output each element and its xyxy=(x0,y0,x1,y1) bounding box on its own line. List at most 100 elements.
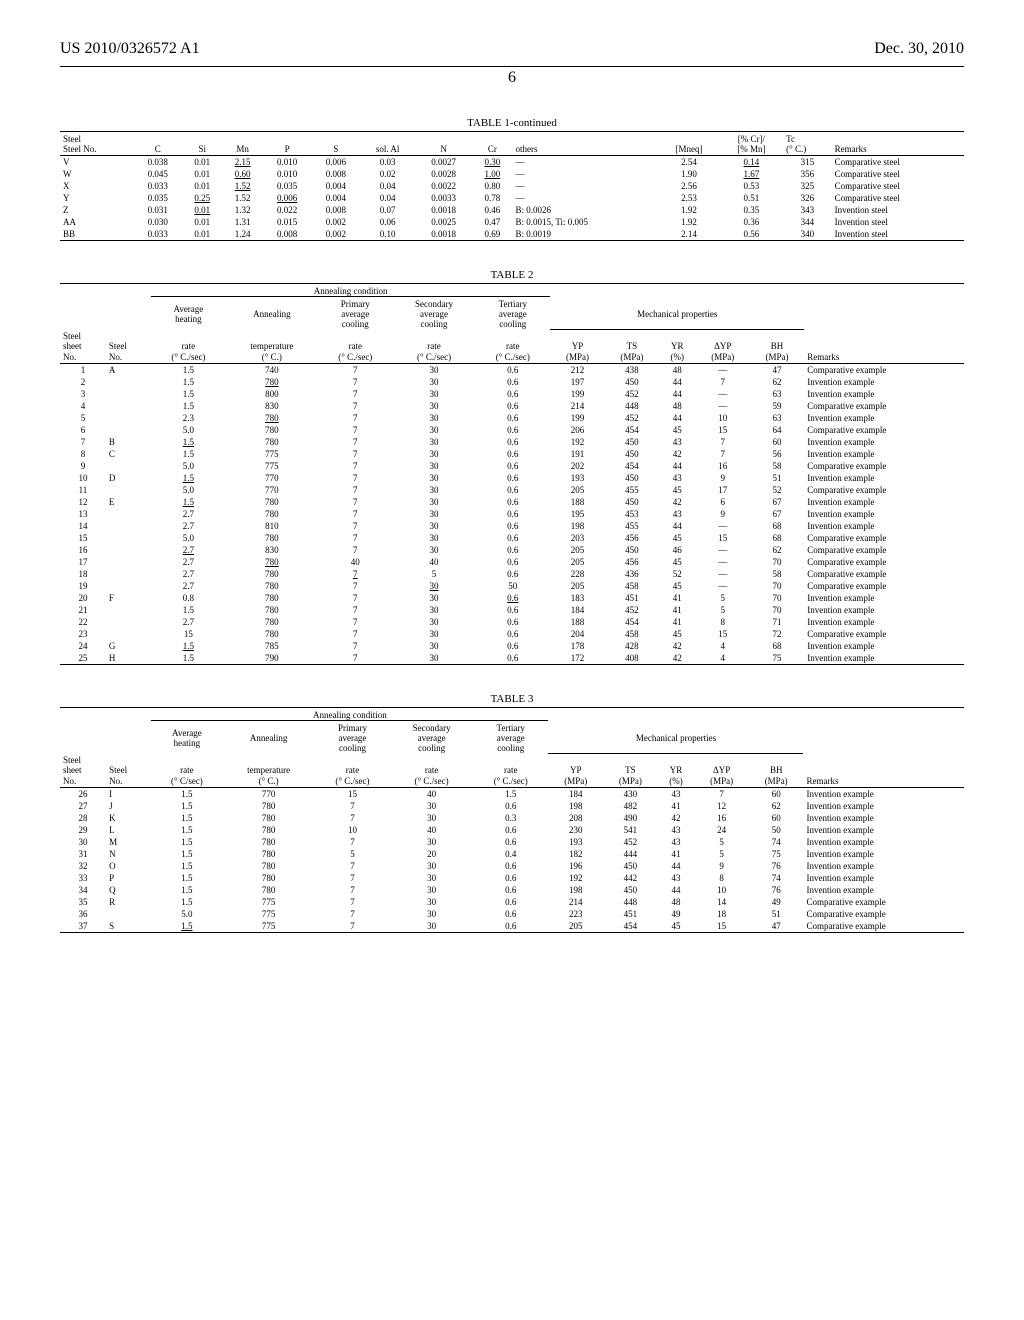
table-cell: 76 xyxy=(749,860,804,872)
table-cell: 30 xyxy=(393,460,475,472)
table-cell: 49 xyxy=(749,896,804,908)
table-cell: 1.5 xyxy=(151,920,222,933)
t3-h-dyp: ΔYP xyxy=(694,765,749,776)
table-cell: 7 xyxy=(318,364,393,377)
table-cell: 7 xyxy=(318,412,393,424)
table-cell: Comparative example xyxy=(804,628,964,640)
t1-h-p: P xyxy=(263,144,312,156)
table-cell: 7 xyxy=(315,884,390,896)
table-cell: 450 xyxy=(603,884,658,896)
t2-h-no2: No. xyxy=(106,352,151,364)
table-cell: 214 xyxy=(550,400,604,412)
table-cell: Comparative example xyxy=(803,920,964,933)
table-cell: 15 xyxy=(694,920,749,933)
table-cell: 70 xyxy=(750,604,804,616)
table-cell: 0.6 xyxy=(475,400,550,412)
table-cell: 1 xyxy=(60,364,106,377)
table-cell: 780 xyxy=(226,604,318,616)
table-row: 365.07757300.6223451491851Comparative ex… xyxy=(60,908,964,920)
table-cell: 64 xyxy=(750,424,804,436)
table-cell: 0.6 xyxy=(473,872,548,884)
t2-h-secondary: Secondaryaveragecooling xyxy=(393,297,475,330)
table-cell: 0.010 xyxy=(263,168,312,180)
table-cell: 0.6 xyxy=(475,592,550,604)
table-cell: 3 xyxy=(60,388,106,400)
table-cell: 7 xyxy=(318,448,393,460)
table-cell: 450 xyxy=(605,496,659,508)
t2-h-steel2: Steel xyxy=(106,341,151,352)
table-cell: 0.0028 xyxy=(415,168,472,180)
t3-h-steel2: Steel xyxy=(106,765,151,776)
t3-h-bh: BH xyxy=(749,765,804,776)
table-cell: 58 xyxy=(750,460,804,472)
table-cell: 780 xyxy=(223,848,315,860)
table-cell: B: 0.0015, Ti: 0.005 xyxy=(513,216,659,228)
table-cell: 340 xyxy=(783,228,831,241)
table-cell: 1.5 xyxy=(151,812,222,824)
t1-h-cr: Cr xyxy=(472,144,512,156)
table-cell: 44 xyxy=(659,376,696,388)
table-cell: 0.6 xyxy=(475,568,550,580)
table-cell: — xyxy=(696,580,750,592)
table-cell: 74 xyxy=(749,836,804,848)
table-cell: 74 xyxy=(749,872,804,884)
table-cell: 458 xyxy=(605,628,659,640)
table-cell: — xyxy=(513,192,659,204)
table-cell: 456 xyxy=(605,556,659,568)
table-cell: 41 xyxy=(658,848,695,860)
table-row: 31N1.57805200.418244441575Invention exam… xyxy=(60,848,964,860)
t1-h-ratio: [% Mn] xyxy=(720,144,784,156)
table-cell: 770 xyxy=(223,788,315,801)
table-row: 26I1.577015401.518443043760Invention exa… xyxy=(60,788,964,801)
table-cell: 1.5 xyxy=(473,788,548,801)
table-cell: D xyxy=(106,472,151,484)
t1-h-si: Si xyxy=(182,144,222,156)
t3-h-yr: YR xyxy=(658,765,695,776)
table-cell: 7 xyxy=(318,424,393,436)
table-cell: 41 xyxy=(659,604,696,616)
table-cell: 0.006 xyxy=(263,192,312,204)
table-cell: Invention example xyxy=(803,860,964,872)
table-row: 115.07707300.6205455451752Comparative ex… xyxy=(60,484,964,496)
table-row: 21.57807300.619745044762Invention exampl… xyxy=(60,376,964,388)
table-cell: 451 xyxy=(605,592,659,604)
table-cell: 7 xyxy=(696,436,750,448)
table-cell: 2.14 xyxy=(658,228,719,241)
table-cell: 9 xyxy=(694,860,749,872)
table-cell: 0.6 xyxy=(475,556,550,568)
table-cell: 7 xyxy=(60,436,106,448)
table-cell: Invention example xyxy=(804,376,964,388)
table-cell: 7 xyxy=(696,376,750,388)
table-cell: — xyxy=(696,520,750,532)
table-cell: 2.53 xyxy=(658,192,719,204)
t3-group-annealing: Annealing condition xyxy=(151,708,548,721)
table-cell: Invention example xyxy=(804,472,964,484)
table-cell: Invention steel xyxy=(832,228,964,241)
table-cell: 42 xyxy=(659,496,696,508)
table-cell: Comparative example xyxy=(804,556,964,568)
table-cell: 72 xyxy=(750,628,804,640)
table-cell: Comparative steel xyxy=(832,180,964,192)
table-cell: 541 xyxy=(603,824,658,836)
table-cell: 5 xyxy=(696,592,750,604)
table-cell: 780 xyxy=(226,628,318,640)
table-cell: 0.6 xyxy=(473,836,548,848)
table1-caption: TABLE 1-continued xyxy=(60,117,964,129)
table-cell: 0.10 xyxy=(360,228,415,241)
table-cell: 41 xyxy=(658,800,695,812)
table-cell: 30 xyxy=(390,860,473,872)
table-row: 192.77807305020545845—70Comparative exam… xyxy=(60,580,964,592)
t2-h-annealing: Annealing xyxy=(226,297,318,330)
table-cell: 30 xyxy=(393,640,475,652)
table-cell: 196 xyxy=(548,860,603,872)
t3-h-u10: (MPa) xyxy=(749,776,804,788)
table-cell: 0.80 xyxy=(472,180,512,192)
table-cell: Invention example xyxy=(804,508,964,520)
table-cell: 780 xyxy=(223,860,315,872)
table-cell xyxy=(106,532,151,544)
table-cell: 7 xyxy=(318,400,393,412)
table-cell: Invention example xyxy=(803,884,964,896)
table-cell: 9 xyxy=(60,460,106,472)
table-cell: 30 xyxy=(393,508,475,520)
table-cell: 30 xyxy=(393,652,475,665)
